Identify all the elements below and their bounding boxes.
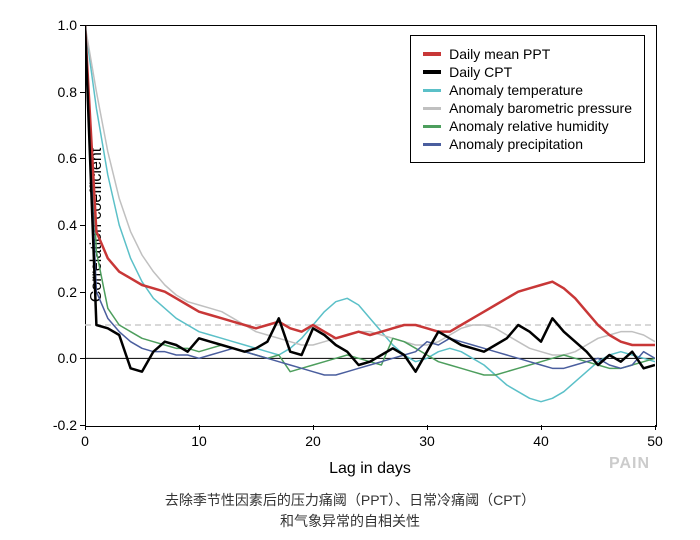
legend-swatch	[423, 125, 441, 128]
caption-line2: 和气象异常的自相关性	[280, 513, 420, 529]
legend-item: Daily mean PPT	[423, 46, 632, 62]
caption-line1: 去除季节性因素后的压力痛阈（PPT）、日常冷痛阈（CPT）	[165, 492, 535, 508]
legend-label: Anomaly relative humidity	[449, 118, 609, 134]
legend: Daily mean PPT Daily CPT Anomaly temperatu…	[410, 35, 645, 163]
legend-swatch	[423, 70, 441, 74]
legend-item: Anomaly precipitation	[423, 136, 632, 152]
legend-label: Anomaly barometric pressure	[449, 100, 632, 116]
legend-swatch	[423, 52, 441, 56]
watermark-text: PAIN	[609, 455, 650, 473]
legend-item: Anomaly relative humidity	[423, 118, 632, 134]
legend-item: Anomaly barometric pressure	[423, 100, 632, 116]
legend-label: Daily mean PPT	[449, 46, 550, 62]
legend-label: Anomaly precipitation	[449, 136, 583, 152]
plot-area: Daily mean PPT Daily CPT Anomaly temperatu…	[85, 25, 655, 425]
chart-container: Correlation coefficient Lag in days PAIN…	[0, 0, 700, 540]
legend-swatch	[423, 143, 441, 146]
legend-swatch	[423, 107, 441, 110]
legend-item: Anomaly temperature	[423, 82, 632, 98]
legend-swatch	[423, 89, 441, 92]
legend-item: Daily CPT	[423, 64, 632, 80]
legend-label: Anomaly temperature	[449, 82, 583, 98]
legend-label: Daily CPT	[449, 64, 512, 80]
caption: 去除季节性因素后的压力痛阈（PPT）、日常冷痛阈（CPT） 和气象异常的自相关性	[165, 490, 535, 532]
x-axis-label: Lag in days	[329, 460, 411, 478]
